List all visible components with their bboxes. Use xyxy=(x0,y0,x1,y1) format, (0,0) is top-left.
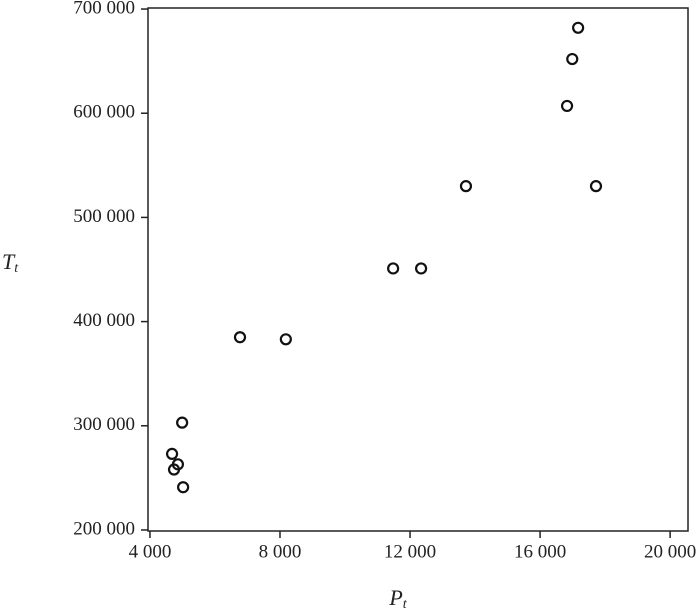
y-axis-label-sub: t xyxy=(14,261,19,276)
point xyxy=(589,180,603,193)
point xyxy=(414,262,428,275)
y-tick-label: 300 000 xyxy=(73,414,135,435)
point xyxy=(459,180,473,193)
point xyxy=(177,481,190,494)
x-axis-label-sub: t xyxy=(403,597,408,612)
point xyxy=(566,52,579,66)
point xyxy=(560,99,574,113)
y-axis-label: Tt xyxy=(2,249,19,276)
x-tick-label: 16 000 xyxy=(514,541,566,562)
x-axis-label: Pt xyxy=(388,585,407,612)
y-axis-label-main: T xyxy=(2,249,16,274)
point xyxy=(233,331,247,344)
plot-frame xyxy=(147,7,689,532)
point xyxy=(572,21,585,34)
point xyxy=(387,262,400,275)
point xyxy=(165,447,179,461)
y-tick-label: 400 000 xyxy=(73,310,135,331)
x-tick-label: 4 000 xyxy=(129,541,172,562)
x-axis-label-main: P xyxy=(388,585,402,610)
point xyxy=(167,463,181,476)
y-tick-label: 700 000 xyxy=(73,0,135,18)
x-tick-label: 20 000 xyxy=(644,541,696,562)
point xyxy=(176,416,189,429)
y-tick-label: 600 000 xyxy=(73,102,135,123)
x-tick-label: 12 000 xyxy=(384,541,436,562)
y-tick-label: 500 000 xyxy=(73,206,135,227)
x-tick-label: 8 000 xyxy=(259,541,302,562)
point xyxy=(279,333,292,346)
y-tick-label: 200 000 xyxy=(73,518,135,539)
